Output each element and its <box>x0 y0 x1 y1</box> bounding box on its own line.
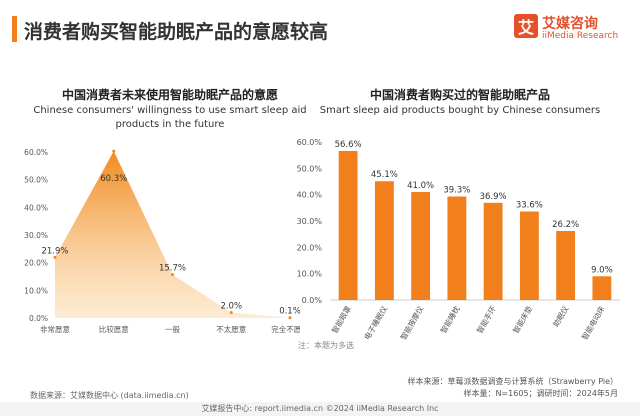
x-tick-label: 智能手环 <box>474 304 498 335</box>
x-tick-label: 不太愿意 <box>216 324 246 334</box>
data-label: 9.0% <box>591 265 613 275</box>
sample-source: 样本来源：草莓派数据调查与计算系统（Strawberry Pie） <box>407 377 618 386</box>
x-tick-label: 智能床垫 <box>510 304 534 335</box>
bar <box>519 211 539 300</box>
y-tick-label: 60.0% <box>297 138 323 147</box>
data-label: 39.3% <box>443 186 470 196</box>
data-point <box>112 149 116 153</box>
y-tick-label: 20.0% <box>24 259 48 268</box>
watermark-bar <box>0 402 640 416</box>
willingness-area <box>55 151 290 318</box>
x-tick-label: 电子睡眠仪 <box>362 304 390 342</box>
y-tick-label: 0.0% <box>302 296 323 305</box>
bar <box>556 231 576 300</box>
watermark-text: 艾媒报告中心: report.iimedia.cn ©2024 iiMedia … <box>201 404 439 413</box>
x-tick-label: 完全不愿意 <box>271 324 300 334</box>
y-tick-label: 30.0% <box>24 231 48 240</box>
products-bar-chart: 0.0% 10.0% 20.0% 30.0% 40.0% 50.0% 60.0% 56.6% 智… <box>297 138 620 342</box>
chart-note: 注：本题为多选 <box>298 341 354 350</box>
data-source: 数据来源：艾媒数据中心 (data.iimedia.cn) <box>30 391 189 400</box>
x-tick-label: 智能眼罩 <box>329 304 353 335</box>
bar <box>338 150 358 300</box>
y-tick-label: 40.0% <box>24 203 48 212</box>
x-tick-label: 一般 <box>165 324 180 334</box>
data-label: 15.7% <box>159 264 186 274</box>
y-tick-label: 0.0% <box>29 314 48 323</box>
y-tick-label: 10.0% <box>24 286 48 295</box>
right-chart-title: 中国消费者购买过的智能助眠产品 <box>369 88 550 102</box>
left-chart-title: 中国消费者未来使用智能助眠产品的意愿 <box>61 88 278 102</box>
brand-logo-icon: 艾 <box>514 14 538 38</box>
data-label: 41.0% <box>407 181 434 191</box>
data-label: 56.6% <box>335 140 362 150</box>
title-accent-bar <box>12 16 17 42</box>
x-tick-label: 非常愿意 <box>40 324 70 334</box>
data-label: 2.0% <box>220 301 242 311</box>
sample-info: 样本量：N=1605；调研时间：2024年5月 <box>463 389 619 398</box>
data-label: 36.9% <box>480 192 507 202</box>
data-label: 0.1% <box>279 307 300 317</box>
x-tick-label: 助眠仪 <box>550 304 570 329</box>
data-label: 45.1% <box>371 170 398 180</box>
data-label: 60.3% <box>100 174 127 184</box>
y-tick-label: 40.0% <box>297 191 323 200</box>
willingness-area-chart: 0.0% 10.0% 20.0% 30.0% 40.0% 50.0% 60.0% 21.9% 非… <box>24 148 300 334</box>
data-point <box>53 255 57 259</box>
x-tick-label: 智能按摩仪 <box>398 304 426 342</box>
x-tick-label: 智能电动床 <box>579 304 607 342</box>
data-point <box>229 310 233 314</box>
right-chart-subtitle: Smart sleep aid products bought by Chine… <box>319 105 601 116</box>
brand-name-en: iiMedia Research <box>542 31 619 41</box>
x-tick-label: 比较愿意 <box>99 324 129 334</box>
y-tick-label: 50.0% <box>297 164 323 173</box>
y-tick-label: 50.0% <box>24 176 48 185</box>
bar <box>447 196 467 300</box>
data-label: 21.9% <box>41 246 68 256</box>
data-label: 33.6% <box>516 201 543 211</box>
x-tick-label: 智能睡枕 <box>438 304 462 335</box>
y-tick-label: 10.0% <box>297 270 323 279</box>
data-point <box>171 273 174 277</box>
bar <box>483 202 503 300</box>
data-point <box>288 316 292 320</box>
brand-name: 艾媒咨询 <box>542 16 598 32</box>
bar <box>592 276 612 300</box>
y-tick-label: 30.0% <box>297 217 323 226</box>
bar <box>411 192 431 300</box>
left-chart-subtitle: Chinese consumers' willingness to use sm… <box>33 105 307 130</box>
y-tick-label: 60.0% <box>24 148 48 157</box>
y-tick-label: 20.0% <box>297 243 323 252</box>
data-label: 26.2% <box>552 220 579 230</box>
bar <box>374 181 394 300</box>
page-title: 消费者购买智能助眠产品的意愿较高 <box>24 21 329 43</box>
